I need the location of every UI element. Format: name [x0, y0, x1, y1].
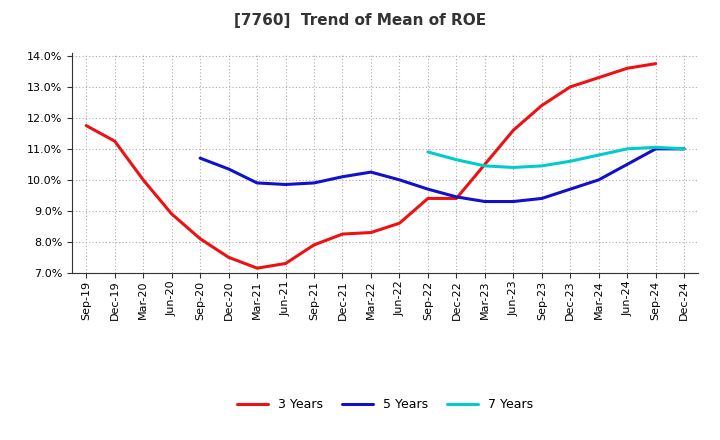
3 Years [196, 236, 204, 242]
3 Years [537, 103, 546, 108]
3 Years [225, 255, 233, 260]
3 Years [623, 66, 631, 71]
3 Years [139, 177, 148, 183]
3 Years [395, 220, 404, 226]
3 Years [566, 84, 575, 89]
7 Years [509, 165, 518, 170]
7 Years [480, 163, 489, 169]
7 Years [452, 157, 461, 162]
3 Years [338, 231, 347, 237]
3 Years [423, 196, 432, 201]
3 Years [253, 265, 261, 271]
7 Years [537, 163, 546, 169]
5 Years [452, 194, 461, 199]
5 Years [366, 169, 375, 175]
5 Years [338, 174, 347, 180]
5 Years [595, 177, 603, 183]
5 Years [253, 180, 261, 186]
3 Years [282, 261, 290, 266]
Line: 5 Years: 5 Years [200, 149, 684, 202]
Line: 7 Years: 7 Years [428, 147, 684, 168]
7 Years [423, 149, 432, 154]
7 Years [566, 158, 575, 164]
3 Years [595, 75, 603, 80]
Text: [7760]  Trend of Mean of ROE: [7760] Trend of Mean of ROE [234, 13, 486, 28]
5 Years [623, 162, 631, 167]
5 Years [480, 199, 489, 204]
3 Years [310, 242, 318, 248]
5 Years [395, 177, 404, 183]
7 Years [595, 152, 603, 158]
3 Years [110, 139, 119, 144]
3 Years [82, 123, 91, 128]
7 Years [680, 146, 688, 151]
Legend: 3 Years, 5 Years, 7 Years: 3 Years, 5 Years, 7 Years [232, 393, 539, 416]
5 Years [423, 187, 432, 192]
7 Years [652, 145, 660, 150]
5 Years [680, 146, 688, 151]
Line: 3 Years: 3 Years [86, 64, 656, 268]
5 Years [225, 166, 233, 172]
5 Years [282, 182, 290, 187]
5 Years [537, 196, 546, 201]
3 Years [480, 162, 489, 167]
3 Years [452, 196, 461, 201]
7 Years [623, 146, 631, 151]
5 Years [509, 199, 518, 204]
3 Years [652, 61, 660, 66]
5 Years [652, 146, 660, 151]
3 Years [509, 128, 518, 133]
5 Years [566, 187, 575, 192]
5 Years [196, 155, 204, 161]
3 Years [366, 230, 375, 235]
3 Years [167, 211, 176, 216]
5 Years [310, 180, 318, 186]
